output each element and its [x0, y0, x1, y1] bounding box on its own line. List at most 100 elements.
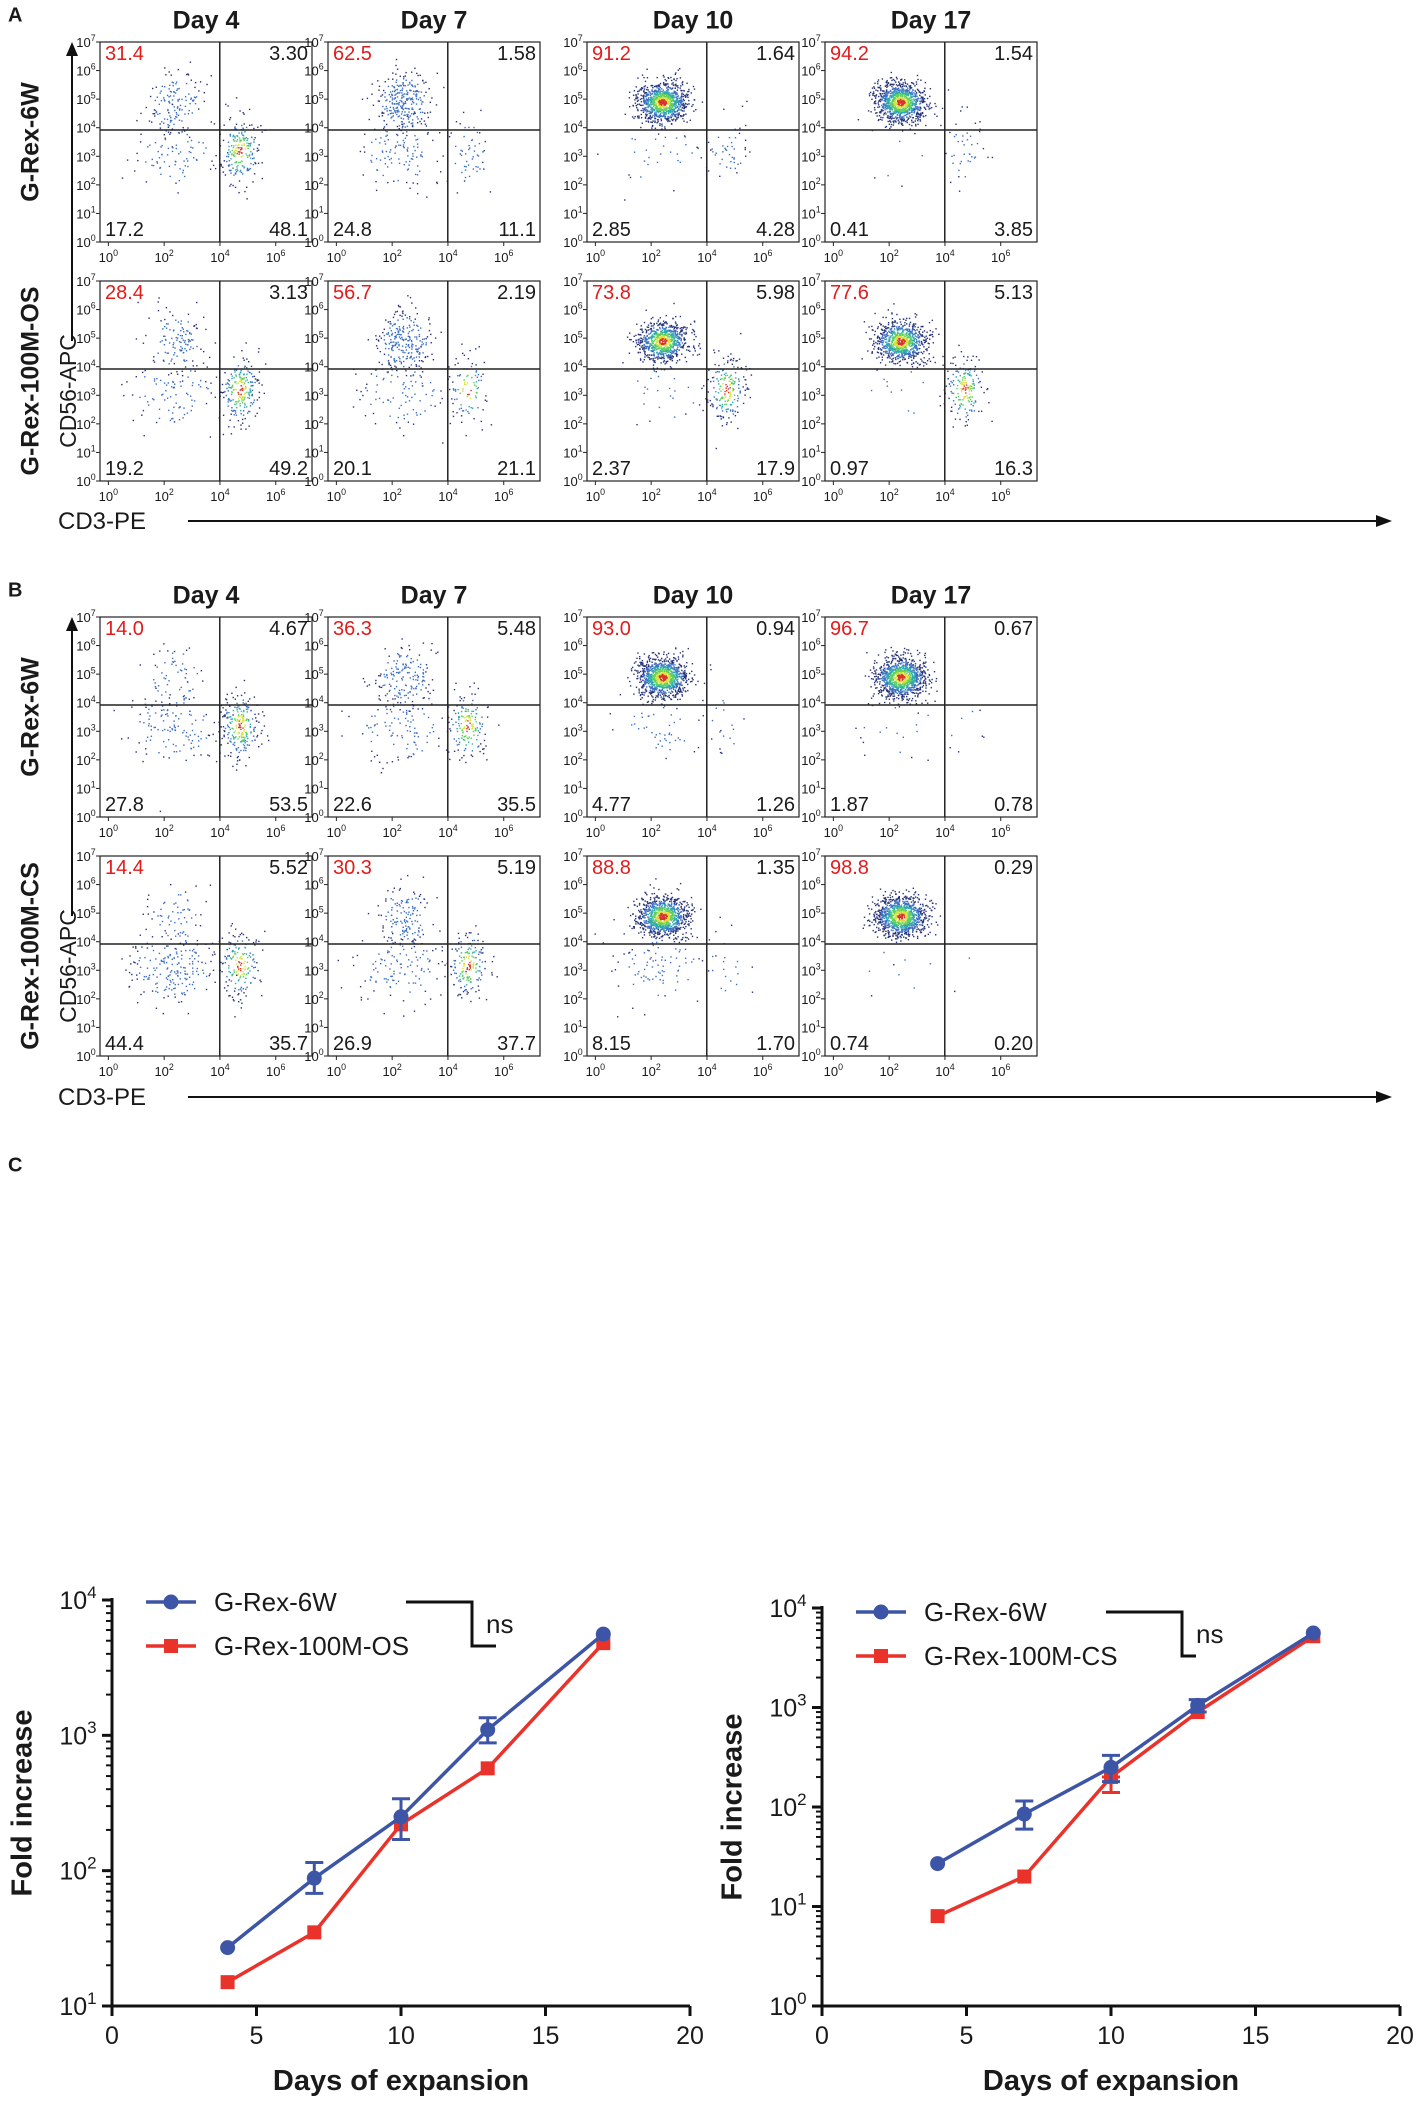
event-dot	[911, 92, 913, 95]
event-dot	[245, 342, 247, 344]
event-dot	[870, 111, 872, 113]
event-dot	[685, 96, 687, 98]
event-dot	[873, 92, 875, 95]
event-dot	[397, 134, 399, 137]
event-dot	[896, 109, 898, 111]
event-dot	[191, 112, 193, 114]
event-dot	[635, 94, 637, 96]
event-dot	[416, 122, 419, 124]
event-dot	[644, 85, 646, 87]
event-dot	[896, 94, 898, 96]
event-dot	[876, 112, 878, 114]
event-dot	[685, 332, 688, 335]
event-dot	[666, 336, 668, 338]
y-tick-label-exp: 3	[578, 147, 583, 157]
event-dot	[654, 99, 656, 101]
event-dot	[632, 341, 635, 343]
event-dot	[958, 190, 961, 192]
event-dot	[675, 343, 677, 345]
event-dot	[669, 87, 671, 89]
event-dot	[393, 110, 396, 112]
event-dot	[226, 160, 228, 163]
event-dot	[413, 102, 415, 104]
event-dot	[406, 99, 408, 101]
flow-plot: 73.8 5.982.37 17.9100101102103104105106107…	[563, 272, 800, 504]
event-dot	[402, 132, 404, 134]
event-dot	[157, 113, 159, 115]
event-dot	[186, 330, 188, 332]
y-tick-label-base: 10	[76, 388, 90, 403]
event-dot	[643, 94, 645, 96]
event-dot	[420, 99, 422, 101]
event-dot	[425, 344, 427, 346]
event-dot	[384, 157, 386, 159]
event-dot	[629, 91, 631, 93]
event-dot	[406, 327, 409, 329]
event-dot	[220, 165, 222, 167]
event-dot	[189, 61, 192, 63]
event-dot	[406, 149, 408, 151]
event-dot	[890, 77, 893, 79]
event-dot	[183, 413, 186, 416]
event-dot	[178, 109, 181, 111]
event-dot	[915, 91, 918, 94]
event-dot	[674, 120, 677, 122]
event-dot	[640, 341, 642, 344]
event-dot	[665, 314, 667, 317]
event-dot	[410, 320, 412, 322]
event-dot	[394, 323, 396, 325]
event-dot	[371, 141, 373, 144]
event-dot	[187, 321, 189, 323]
event-dot	[667, 120, 669, 123]
x-tick-label: 102	[154, 487, 173, 504]
event-dot	[744, 147, 746, 149]
event-dot	[375, 391, 377, 393]
event-dot	[645, 149, 647, 151]
event-dot	[448, 366, 450, 368]
event-dot	[403, 76, 405, 78]
event-dot	[384, 342, 387, 344]
event-dot	[646, 95, 648, 97]
event-dot	[661, 106, 663, 108]
event-dot	[406, 131, 408, 133]
event-dot	[474, 395, 477, 397]
event-dot	[913, 111, 916, 113]
event-dot	[450, 132, 452, 134]
event-dot	[684, 338, 686, 341]
event-dot	[399, 333, 401, 336]
event-dot	[903, 115, 905, 117]
event-dot	[656, 356, 658, 359]
event-dot	[890, 96, 893, 99]
event-dot	[696, 354, 699, 356]
event-dot	[165, 130, 167, 132]
event-dot	[416, 336, 418, 338]
event-dot	[140, 133, 142, 135]
event-dot	[416, 313, 418, 315]
event-dot	[673, 338, 675, 340]
event-dot	[242, 165, 244, 167]
event-dot	[398, 348, 400, 351]
event-dot	[676, 328, 678, 330]
event-dot	[650, 103, 653, 106]
event-dot	[896, 98, 898, 100]
event-dot	[660, 352, 662, 354]
event-dot	[656, 91, 658, 93]
event-dot	[420, 154, 422, 156]
event-dot	[901, 95, 903, 97]
event-dot	[656, 97, 659, 99]
event-dot	[386, 99, 388, 101]
event-dot	[895, 118, 898, 120]
event-dot	[401, 95, 403, 97]
event-dot	[730, 141, 733, 144]
event-dot	[248, 154, 251, 156]
x-tick-label-base: 10	[935, 250, 949, 265]
event-dot	[897, 110, 900, 112]
event-dot	[391, 374, 393, 377]
event-dot	[924, 94, 926, 96]
event-dot	[250, 381, 252, 384]
event-dot	[232, 399, 234, 401]
event-dot	[915, 83, 918, 85]
event-dot	[668, 333, 670, 335]
event-dot	[401, 338, 403, 340]
event-dot	[921, 111, 924, 114]
